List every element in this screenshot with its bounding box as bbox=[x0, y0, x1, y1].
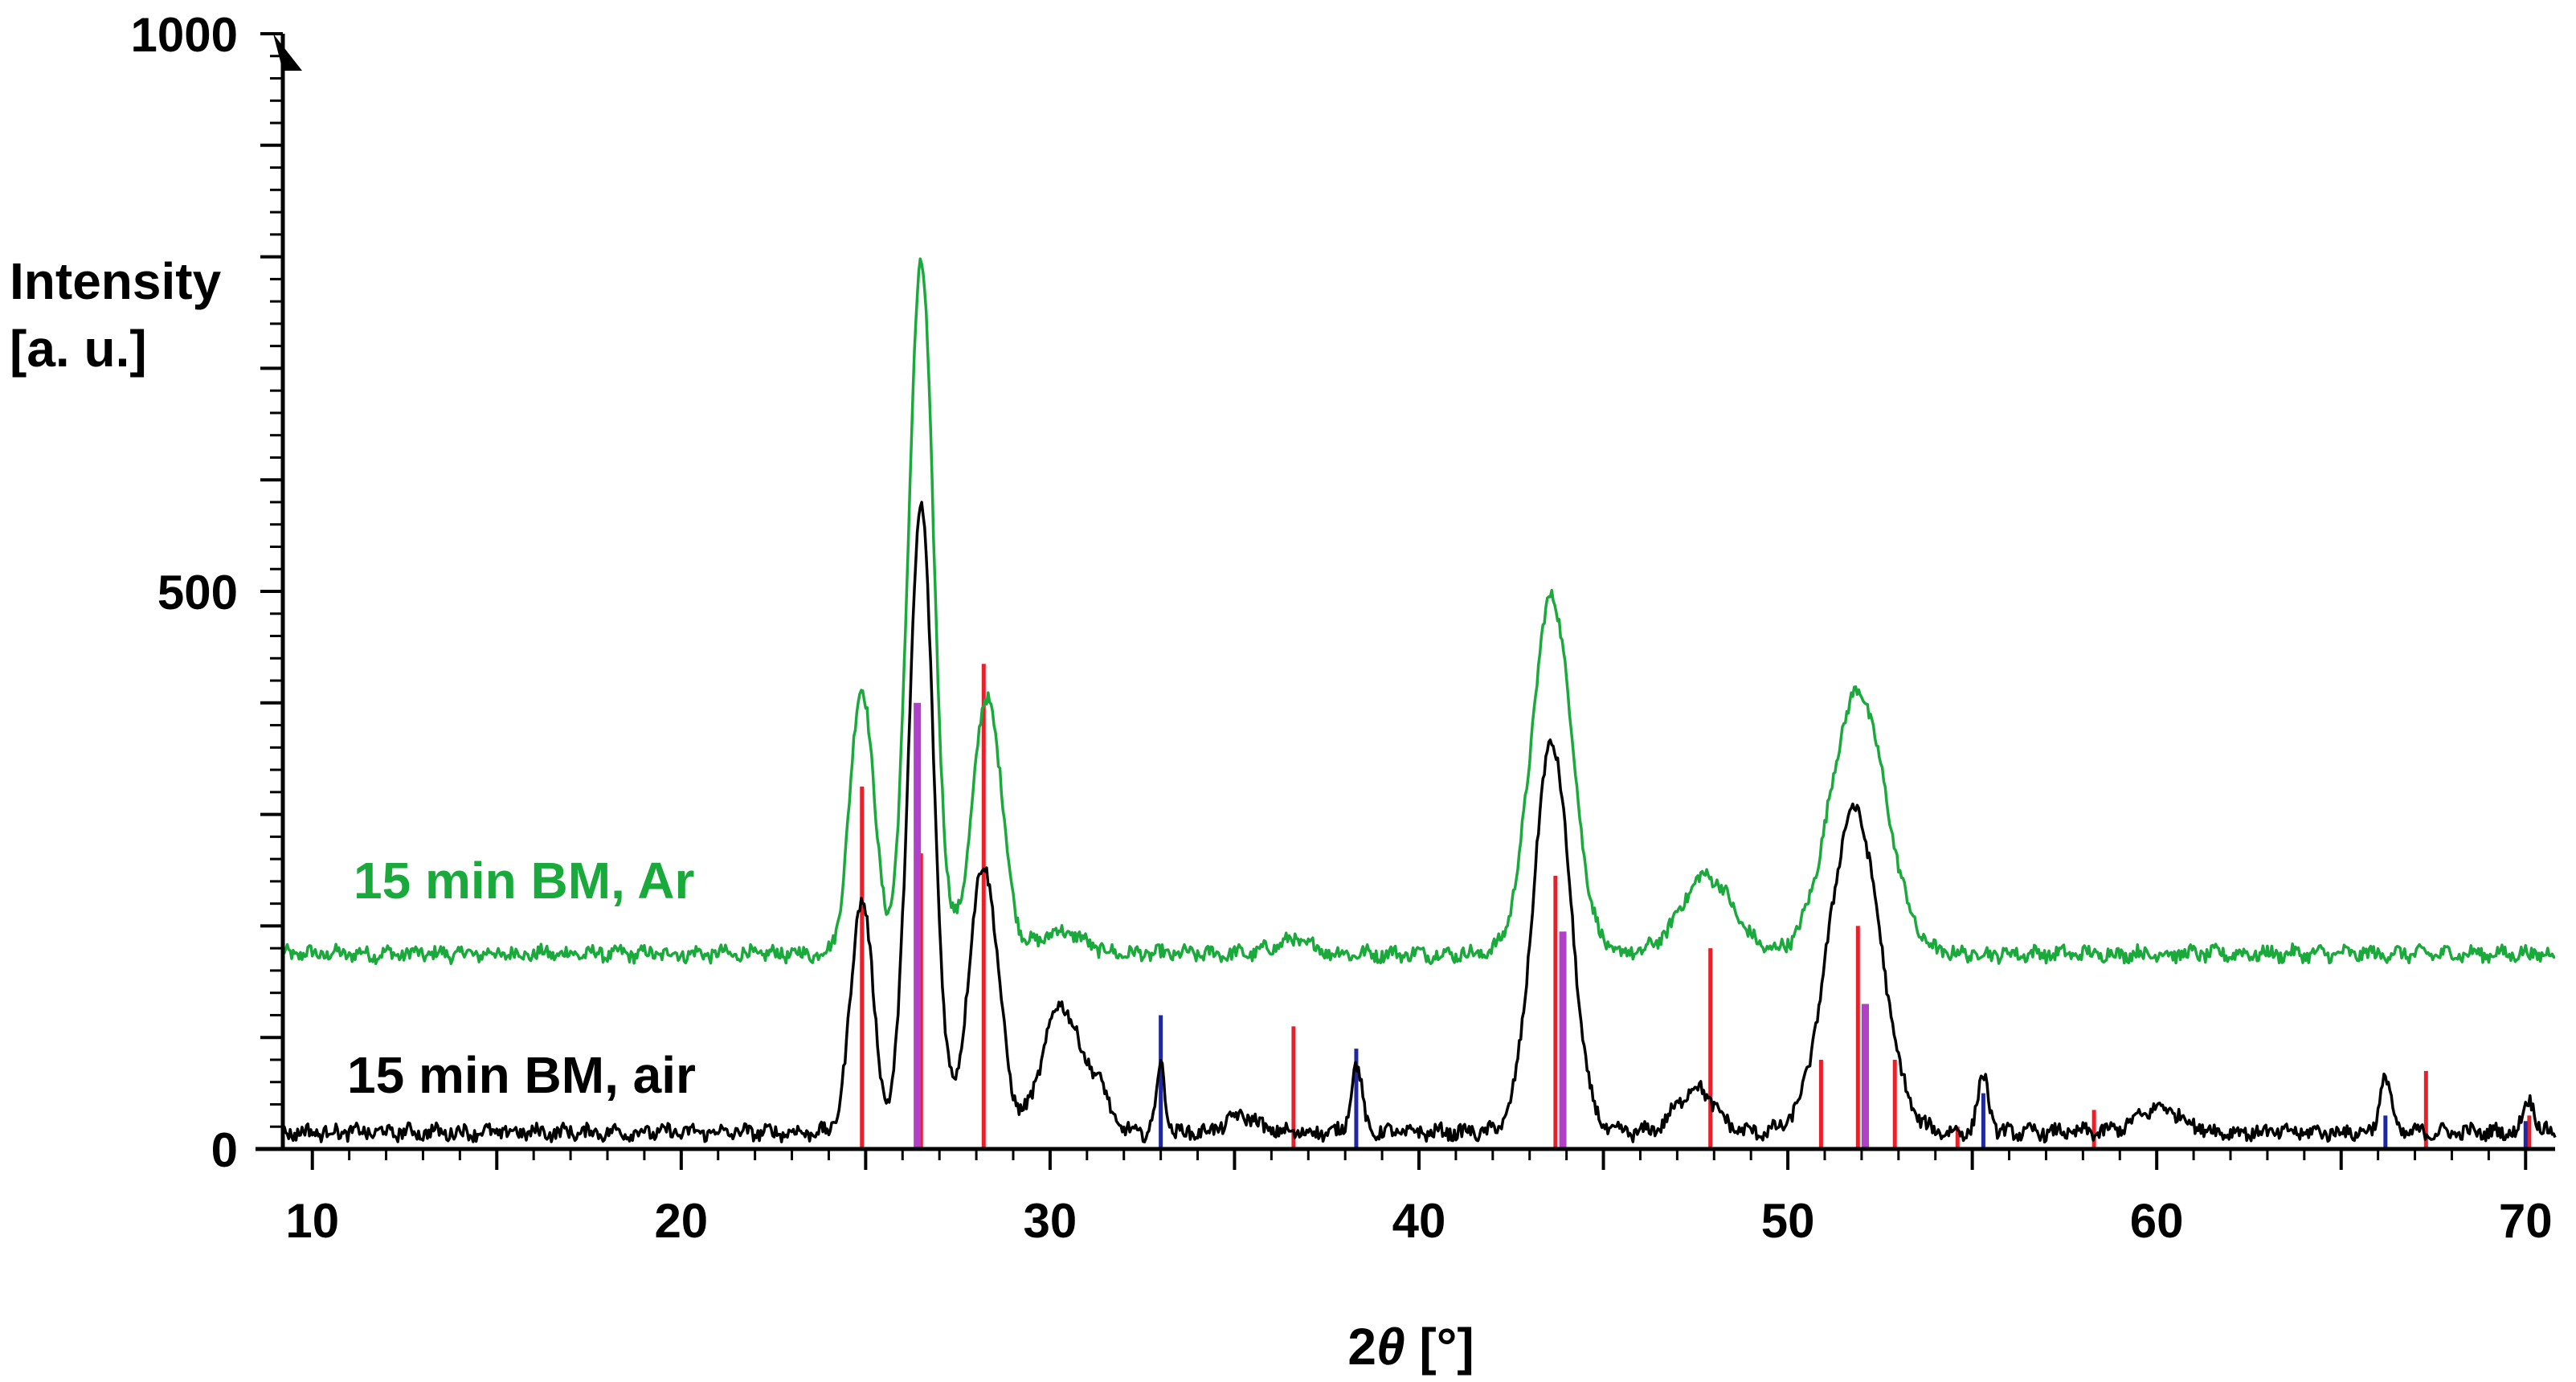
tick-labels: 0 500 1000 10 20 30 40 50 60 70 bbox=[131, 8, 2553, 1248]
y-axis-title-line1: Intensity bbox=[10, 252, 222, 310]
y-tick-label: 0 bbox=[211, 1123, 238, 1177]
x-tick-label: 10 bbox=[285, 1194, 339, 1248]
series-label-air: 15 min BM, air bbox=[347, 1046, 696, 1104]
x-tick-label: 60 bbox=[2130, 1194, 2184, 1248]
x-tick-label: 70 bbox=[2499, 1194, 2553, 1248]
x-tick-label: 50 bbox=[1761, 1194, 1815, 1248]
y-tick-label: 1000 bbox=[131, 8, 238, 62]
x-tick-label: 20 bbox=[654, 1194, 708, 1248]
ticks bbox=[260, 32, 2528, 1170]
series-label-ar: 15 min BM, Ar bbox=[354, 852, 694, 910]
series-line-ar bbox=[281, 257, 2556, 966]
axes bbox=[256, 34, 2555, 1151]
reference-lines bbox=[860, 664, 2532, 1149]
x-tick-label: 40 bbox=[1392, 1194, 1446, 1248]
y-axis-title-line2: [a. u.] bbox=[10, 320, 147, 378]
x-axis-title: 2θ [°] bbox=[1347, 1318, 1474, 1376]
y-tick-label: 500 bbox=[157, 566, 238, 619]
x-tick-label: 30 bbox=[1024, 1194, 1077, 1248]
y-axis-arrow bbox=[273, 34, 302, 71]
series-line-air bbox=[281, 501, 2557, 1144]
series-lines bbox=[281, 257, 2557, 1144]
